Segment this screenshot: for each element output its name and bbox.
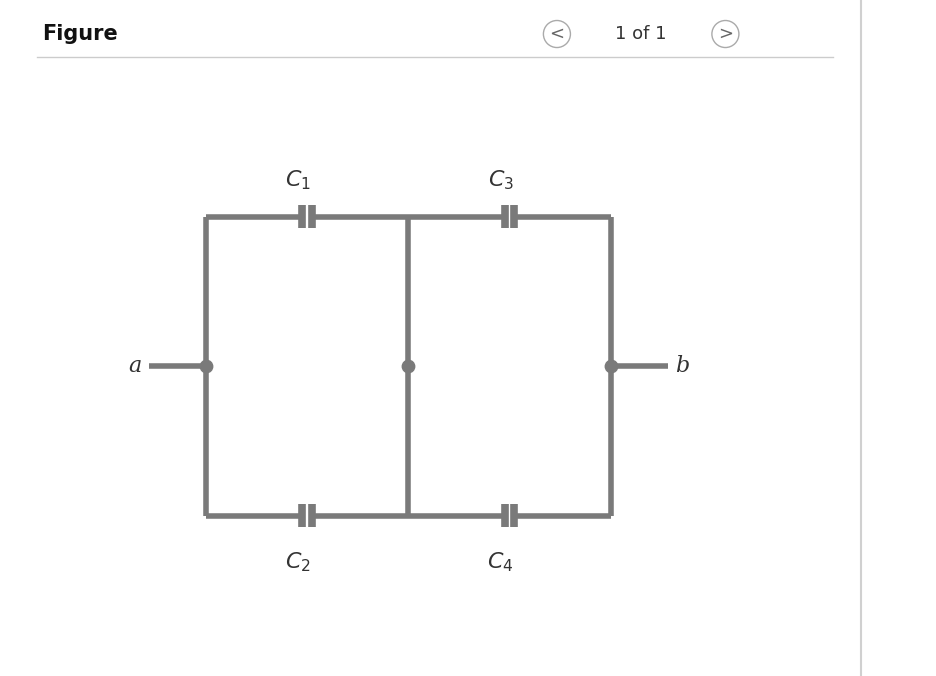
Point bbox=[401, 361, 416, 372]
Text: $C_3$: $C_3$ bbox=[488, 168, 514, 192]
Text: >: > bbox=[718, 25, 733, 43]
Text: 1 of 1: 1 of 1 bbox=[615, 25, 667, 43]
Text: $C_4$: $C_4$ bbox=[488, 551, 514, 575]
Text: Figure: Figure bbox=[42, 24, 118, 44]
Text: $C_1$: $C_1$ bbox=[285, 168, 312, 192]
Text: a: a bbox=[128, 355, 142, 377]
Text: $C_2$: $C_2$ bbox=[285, 551, 312, 575]
Point bbox=[198, 361, 213, 372]
Text: <: < bbox=[549, 25, 564, 43]
Point bbox=[603, 361, 618, 372]
Text: b: b bbox=[675, 355, 689, 377]
